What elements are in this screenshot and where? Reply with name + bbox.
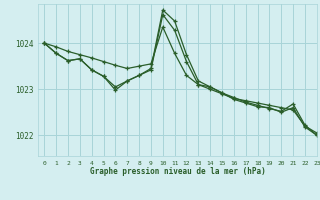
X-axis label: Graphe pression niveau de la mer (hPa): Graphe pression niveau de la mer (hPa): [90, 167, 266, 176]
